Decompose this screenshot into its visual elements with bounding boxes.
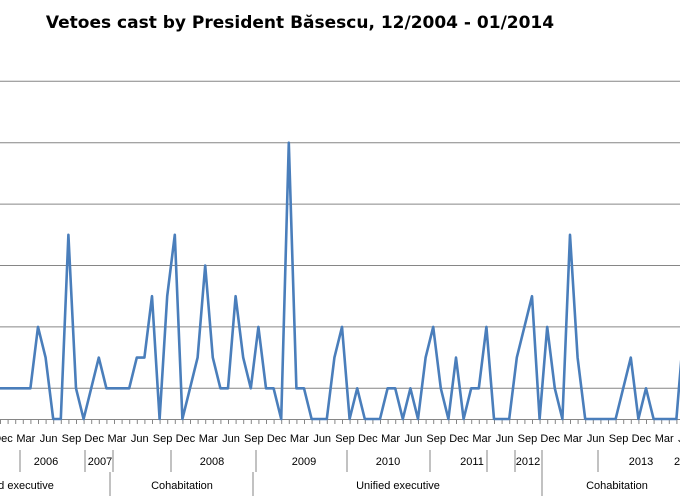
x-tick-label: Mar: [16, 433, 35, 445]
x-tick-label: Sep: [153, 433, 173, 445]
series-line: [0, 141, 680, 421]
x-tick-label: Dec: [0, 433, 13, 445]
x-tick-label: Mar: [472, 433, 491, 445]
x-tick-label: Jun: [496, 433, 514, 445]
x-tick-label: Mar: [290, 433, 309, 445]
year-label: 2011: [460, 456, 484, 468]
x-tick-label: Dec: [176, 433, 196, 445]
x-tick-label: Dec: [358, 433, 378, 445]
x-tick-label: Jun: [678, 433, 680, 445]
x-tick-label: Sep: [518, 433, 538, 445]
x-tick-label: Jun: [587, 433, 605, 445]
chart-title: Vetoes cast by President Băsescu, 12/200…: [45, 13, 555, 33]
year-label: 2010: [376, 456, 400, 468]
x-tick-label: Sep: [244, 433, 264, 445]
x-tick-label: Mar: [564, 433, 583, 445]
x-tick-label: Mar: [381, 433, 400, 445]
period-label: d executive: [0, 480, 54, 492]
x-tick-label: Jun: [222, 433, 240, 445]
x-tick-label: Sep: [609, 433, 629, 445]
year-label: 2009: [292, 456, 316, 468]
year-label: 2012: [516, 456, 540, 468]
x-tick-label: Sep: [426, 433, 446, 445]
x-tick-label: Jun: [40, 433, 58, 445]
year-label: 2008: [200, 456, 224, 468]
year-label: 2013: [629, 456, 653, 468]
x-tick-label: Sep: [335, 433, 355, 445]
period-label: Unified executive: [356, 480, 440, 492]
period-label: Cohabitation: [151, 480, 213, 492]
x-tick-label: Mar: [655, 433, 674, 445]
x-tick-label: Jun: [131, 433, 149, 445]
x-tick-label: Dec: [449, 433, 469, 445]
x-tick-label: Dec: [84, 433, 104, 445]
x-tick-label: Dec: [632, 433, 652, 445]
x-tick-label: Dec: [267, 433, 287, 445]
period-label: Cohabitation: [586, 480, 648, 492]
x-tick-label: Jun: [313, 433, 331, 445]
x-tick-label: Mar: [108, 433, 127, 445]
x-tick-label: Sep: [62, 433, 82, 445]
x-tick-label: Mar: [199, 433, 218, 445]
year-label: 2007: [88, 456, 112, 468]
year-label: 2: [674, 456, 680, 468]
x-tick-label: Dec: [540, 433, 560, 445]
x-tick-label: Jun: [405, 433, 423, 445]
year-label: 2006: [34, 456, 58, 468]
